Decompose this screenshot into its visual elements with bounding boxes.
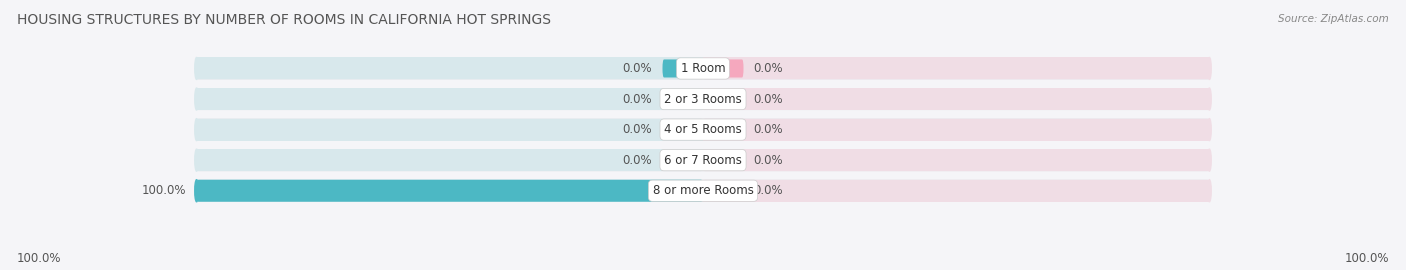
Ellipse shape — [195, 180, 198, 202]
Bar — [197, 88, 703, 110]
Bar — [703, 88, 1209, 110]
Text: 0.0%: 0.0% — [754, 93, 783, 106]
FancyBboxPatch shape — [703, 59, 744, 77]
Text: 0.0%: 0.0% — [754, 154, 783, 167]
FancyBboxPatch shape — [703, 58, 1209, 79]
Text: Source: ZipAtlas.com: Source: ZipAtlas.com — [1278, 14, 1389, 23]
FancyBboxPatch shape — [197, 149, 1209, 171]
Bar — [703, 180, 1209, 202]
Bar — [703, 58, 1209, 79]
Ellipse shape — [195, 119, 198, 141]
FancyBboxPatch shape — [197, 180, 703, 202]
FancyBboxPatch shape — [703, 119, 1209, 141]
FancyBboxPatch shape — [197, 180, 703, 202]
FancyBboxPatch shape — [197, 88, 1209, 110]
Ellipse shape — [195, 149, 198, 171]
FancyBboxPatch shape — [197, 58, 1209, 79]
FancyBboxPatch shape — [197, 149, 703, 171]
Text: 4 or 5 Rooms: 4 or 5 Rooms — [664, 123, 742, 136]
FancyBboxPatch shape — [703, 182, 744, 200]
FancyBboxPatch shape — [703, 151, 744, 169]
Text: 6 or 7 Rooms: 6 or 7 Rooms — [664, 154, 742, 167]
Text: 0.0%: 0.0% — [623, 154, 652, 167]
FancyBboxPatch shape — [197, 119, 703, 141]
FancyBboxPatch shape — [197, 119, 1209, 141]
Ellipse shape — [1208, 58, 1211, 79]
FancyBboxPatch shape — [662, 59, 703, 77]
Text: 100.0%: 100.0% — [17, 252, 62, 265]
Text: 0.0%: 0.0% — [754, 184, 783, 197]
Text: HOUSING STRUCTURES BY NUMBER OF ROOMS IN CALIFORNIA HOT SPRINGS: HOUSING STRUCTURES BY NUMBER OF ROOMS IN… — [17, 14, 551, 28]
Text: 0.0%: 0.0% — [623, 62, 652, 75]
Bar — [197, 180, 703, 202]
Text: 0.0%: 0.0% — [623, 123, 652, 136]
Bar — [197, 149, 703, 171]
Text: 1 Room: 1 Room — [681, 62, 725, 75]
FancyBboxPatch shape — [703, 90, 744, 108]
FancyBboxPatch shape — [703, 121, 744, 139]
Ellipse shape — [1208, 119, 1211, 141]
Ellipse shape — [195, 180, 198, 202]
FancyBboxPatch shape — [662, 121, 703, 139]
Bar — [197, 119, 703, 141]
FancyBboxPatch shape — [197, 182, 703, 200]
Text: 100.0%: 100.0% — [142, 184, 187, 197]
Bar — [197, 58, 703, 79]
Ellipse shape — [1208, 180, 1211, 202]
Text: 2 or 3 Rooms: 2 or 3 Rooms — [664, 93, 742, 106]
FancyBboxPatch shape — [197, 88, 703, 110]
Ellipse shape — [195, 58, 198, 79]
Ellipse shape — [195, 88, 198, 110]
FancyBboxPatch shape — [197, 180, 1209, 202]
FancyBboxPatch shape — [703, 149, 1209, 171]
Legend: Owner-occupied, Renter-occupied: Owner-occupied, Renter-occupied — [568, 266, 838, 270]
Text: 0.0%: 0.0% — [754, 62, 783, 75]
FancyBboxPatch shape — [197, 58, 703, 79]
Text: 8 or more Rooms: 8 or more Rooms — [652, 184, 754, 197]
Bar — [703, 119, 1209, 141]
Text: 100.0%: 100.0% — [1344, 252, 1389, 265]
FancyBboxPatch shape — [703, 180, 1209, 202]
Ellipse shape — [1208, 88, 1211, 110]
FancyBboxPatch shape — [662, 90, 703, 108]
Text: 0.0%: 0.0% — [623, 93, 652, 106]
Bar — [703, 149, 1209, 171]
Ellipse shape — [1208, 149, 1211, 171]
Text: 0.0%: 0.0% — [754, 123, 783, 136]
FancyBboxPatch shape — [703, 88, 1209, 110]
FancyBboxPatch shape — [662, 151, 703, 169]
